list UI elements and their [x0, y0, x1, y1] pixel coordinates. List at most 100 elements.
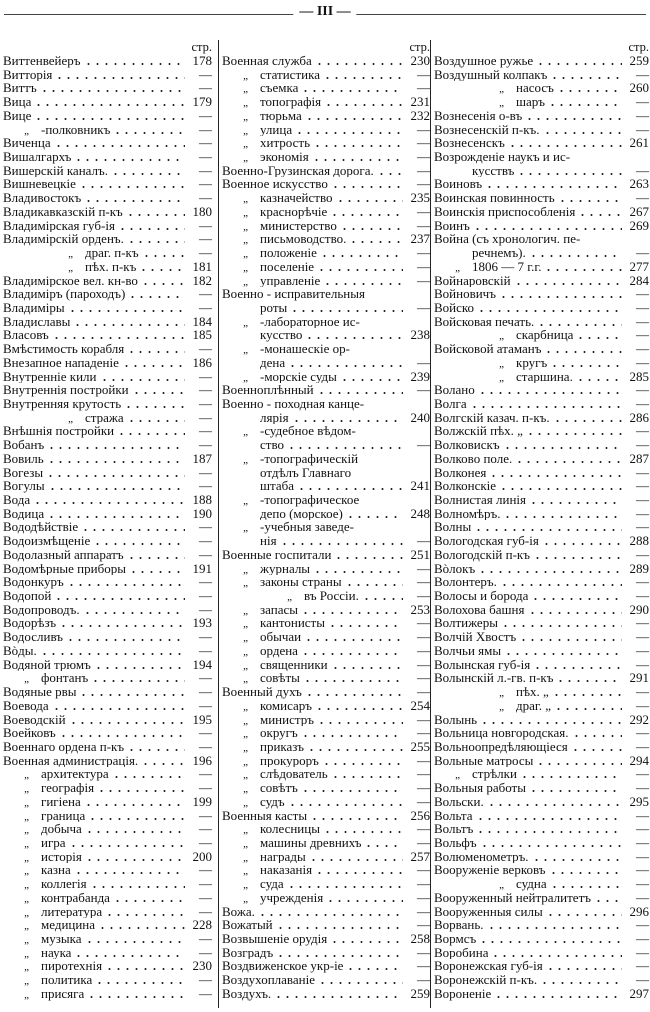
dot-leader: [287, 803, 403, 806]
page-reference: —: [417, 944, 430, 960]
page-reference: —: [199, 478, 212, 494]
dot-leader: [472, 227, 622, 230]
dot-leader: [323, 282, 403, 285]
dot-leader: [528, 790, 622, 793]
ditto-mark: „: [24, 892, 29, 905]
dot-leader: [313, 145, 403, 148]
index-entry: Внутреннія постройки —: [3, 383, 212, 397]
page-reference: —: [199, 670, 212, 686]
dot-leader: [39, 652, 185, 655]
page-reference: 184: [192, 313, 213, 329]
index-entry: Вогулы —: [3, 479, 212, 493]
entry-term: Вольта: [434, 808, 473, 823]
page-column-header: стр.: [191, 40, 212, 54]
page-reference: —: [199, 368, 212, 384]
entry-term: Воинъ: [434, 218, 470, 233]
dot-leader: [316, 392, 403, 395]
page-reference: —: [199, 766, 212, 782]
page-reference: —: [199, 574, 212, 590]
page-reference: —: [636, 437, 649, 453]
dot-leader: [486, 803, 622, 806]
entry-term: 1806 — 7 г.г.: [472, 259, 542, 274]
entry-term: Войско: [434, 300, 475, 315]
page-reference: —: [417, 382, 430, 398]
page-reference: —: [199, 176, 212, 192]
index-entry: Волчьи ямы —: [434, 644, 649, 658]
entry-term: Владиславы: [3, 314, 71, 329]
page-reference: 196: [192, 752, 213, 768]
page-reference: —: [199, 588, 212, 604]
page-reference: —: [199, 423, 212, 439]
dot-leader: [33, 502, 185, 504]
index-subentry: „ тюрьма 232: [222, 109, 430, 123]
page-reference: 291: [629, 670, 650, 686]
index-entry: Война (съ хронологич. пе-: [434, 232, 649, 246]
page-reference: —: [636, 615, 649, 631]
index-subentry: „ присяга —: [3, 987, 212, 1001]
page-reference: —: [417, 574, 430, 590]
dot-leader: [53, 145, 185, 148]
dot-leader: [95, 982, 185, 985]
page-reference: —: [199, 121, 212, 137]
index-entry: Водонкуръ —: [3, 575, 212, 589]
page-reference: —: [199, 190, 212, 206]
index-subentry: „ министръ —: [222, 712, 430, 726]
index-entry: Вормсъ —: [434, 932, 649, 946]
index-entry: Владиміръ (пароходъ) —: [3, 287, 212, 301]
entry-term: присяга: [41, 986, 85, 1001]
entry-term: судна: [516, 877, 547, 891]
index-entry: Вольтъ —: [434, 822, 649, 836]
entry-term: исторія: [41, 849, 82, 864]
dot-leader: [51, 707, 185, 710]
entry-term: старшина.: [516, 369, 573, 384]
page-reference: —: [636, 464, 649, 480]
dot-leader: [310, 817, 403, 820]
index-column-3: стр. Воздушное ружье 259 Воздушный колпакъ…: [430, 40, 649, 1008]
page-reference: —: [636, 588, 649, 604]
index-entry: Военное искусство —: [222, 177, 430, 191]
index-entry: Власовъ 185: [3, 328, 212, 342]
entry-term: Вòды.: [3, 643, 37, 658]
dot-leader: [519, 639, 622, 642]
index-subentry: „ наука —: [3, 945, 212, 959]
page-reference: 285: [629, 368, 650, 384]
page-reference: —: [636, 354, 649, 370]
dot-leader: [301, 90, 403, 93]
entry-term: Волынь: [434, 712, 478, 727]
dot-leader: [545, 968, 622, 971]
page-reference: 230: [410, 53, 431, 68]
entry-term: Владиміры: [3, 300, 65, 315]
index-subentry: „ шаръ —: [434, 95, 649, 109]
index-entry: Вòды. —: [3, 644, 212, 658]
index-subentry: „ совѣтъ —: [222, 781, 430, 795]
ditto-mark: „: [499, 879, 504, 892]
ditto-mark: „: [243, 206, 248, 219]
page-reference: 294: [629, 752, 650, 768]
page-reference: —: [636, 931, 649, 946]
entry-term: казначейство: [260, 191, 333, 205]
index-subentry: „ игра —: [3, 836, 212, 850]
dot-leader: [131, 392, 185, 395]
page-reference: —: [417, 437, 430, 453]
dot-leader: [578, 213, 622, 216]
page-reference: 194: [192, 656, 213, 672]
entry-term: Вороненіе: [434, 986, 492, 1001]
dot-leader: [276, 954, 403, 957]
entry-term: Волга: [434, 396, 467, 411]
entry-term: Возградъ: [222, 945, 274, 960]
entry-term: Волчьи ямы: [434, 643, 502, 658]
dot-leader: [74, 954, 185, 957]
dot-leader: [117, 227, 185, 230]
page-reference: 258: [410, 931, 431, 946]
ditto-mark: „: [68, 412, 73, 425]
index-entry: Воинская повинность —: [434, 191, 649, 205]
ditto-mark: „: [243, 193, 248, 206]
entry-term: Внутренняя крутость: [3, 396, 122, 411]
index-subentry: „ географія —: [3, 781, 212, 795]
entry-term: Вица: [3, 95, 32, 109]
entry-term: Вознесенскій п-къ.: [434, 122, 540, 137]
index-entry-continuation: роты —: [222, 301, 430, 315]
page-reference: 199: [192, 793, 213, 809]
index-entry: Владимірскій орденъ. —: [3, 232, 212, 246]
ditto-mark: „: [24, 975, 29, 988]
